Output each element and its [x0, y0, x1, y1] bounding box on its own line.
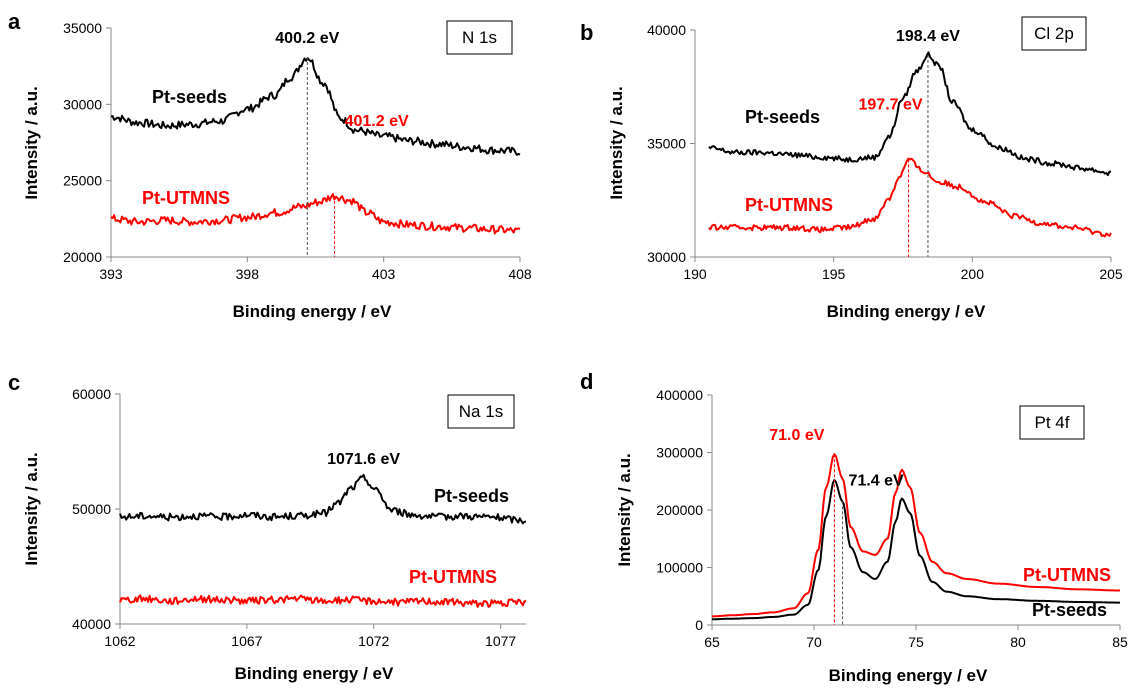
panel-a-peak-annotation: 401.2 eV	[345, 113, 409, 130]
panel-d-series-line	[712, 453, 1120, 618]
panel-a-peak-annotation: 400.2 eV	[275, 30, 339, 47]
panel-b-peak-annotation: 197.7 eV	[859, 96, 923, 113]
panel-d-ylabel: Intensity / a.u.	[615, 453, 634, 566]
panel-b-x-tick-label: 200	[961, 266, 985, 282]
panel-a-label-pt-seeds: Pt-seeds	[152, 87, 227, 107]
panel-a-series	[110, 57, 521, 235]
panel-b-element-box: Cl 2p	[1021, 16, 1087, 51]
panel-c-peak-annotation: 1071.6 eV	[327, 451, 400, 468]
panel-a-x-tick-label: 408	[508, 266, 532, 282]
panel-d-x-tick-label: 80	[1010, 634, 1026, 650]
panel-d-y-tick-label: 200000	[656, 502, 703, 518]
panel-d: d 65 70 75 80 85 0 100000 200000 300000 400000 71…	[580, 369, 1128, 685]
panel-c-y-tick-label: 60000	[72, 386, 111, 402]
panel-a-box-label: N 1s	[462, 28, 497, 47]
panel-d-peak-annotation: 71.0 eV	[769, 427, 824, 444]
panel-c-xlabel: Binding energy / eV	[235, 664, 394, 683]
panel-c-x-tick-label: 1077	[485, 633, 516, 649]
panel-d-y-tick-label: 300000	[656, 445, 703, 461]
panel-c-series	[119, 473, 527, 608]
panel-b-peak-annotation: 198.4 eV	[896, 28, 960, 45]
panel-b-series-line	[708, 157, 1112, 238]
panel-c-ylabel: Intensity / a.u.	[22, 452, 41, 565]
panel-c-x-tick-label: 1062	[104, 633, 135, 649]
panel-letter-d: d	[580, 369, 593, 394]
panel-d-peak-annotation: 71.4 eV	[849, 472, 904, 489]
panel-c-annotations: 1071.6 eV	[327, 451, 400, 468]
panel-c: c 1062 1067 1072 1077 40000 50000 60000 1071.6…	[8, 370, 527, 683]
panel-c-element-box: Na 1s	[447, 394, 515, 429]
panel-d-label-pt-seeds: Pt-seeds	[1032, 600, 1107, 620]
panel-b-x-tick-label: 190	[683, 266, 707, 282]
panel-letter-c: c	[8, 370, 20, 395]
panel-d-x-tick-label: 65	[704, 634, 720, 650]
panel-b-x-tick-label: 205	[1099, 266, 1123, 282]
panel-d-series	[711, 453, 1120, 621]
panel-d-x-tick-label: 75	[908, 634, 924, 650]
panel-d-tick-labels: 65 70 75 80 85 0 100000 200000 300000 400000	[656, 387, 1128, 650]
panel-a-y-tick-label: 25000	[63, 173, 102, 189]
panel-b-y-tick-label: 40000	[647, 22, 686, 38]
panel-a-y-tick-label: 30000	[63, 96, 102, 112]
panel-d-y-tick-label: 400000	[656, 387, 703, 403]
panel-a-series-line	[110, 193, 521, 235]
panel-a: a 393 398 403 408 20000 25000 30000 35000 400.2…	[8, 9, 532, 321]
panel-b-series-line	[708, 51, 1112, 177]
panel-a-x-tick-label: 398	[236, 266, 260, 282]
panel-b-tick-labels: 190 195 200 205 30000 35000 40000	[647, 22, 1123, 282]
panel-a-series-line	[110, 57, 521, 156]
panel-a-xlabel: Binding energy / eV	[233, 302, 392, 321]
panel-d-annotations: 71.0 eV 71.4 eV	[769, 427, 904, 625]
panel-b-label-pt-utmns: Pt-UTMNS	[745, 195, 833, 215]
panel-d-series-line	[711, 479, 1120, 621]
panel-b-xlabel: Binding energy / eV	[827, 302, 986, 321]
panel-a-axes	[106, 27, 521, 262]
panel-b-y-tick-label: 35000	[647, 136, 686, 152]
panel-a-tick-labels: 393 398 403 408 20000 25000 30000 35000	[63, 20, 532, 282]
panel-c-box-label: Na 1s	[459, 402, 503, 421]
panel-b-ylabel: Intensity / a.u.	[607, 86, 626, 199]
panel-a-ylabel: Intensity / a.u.	[22, 86, 41, 199]
panel-c-series-line	[119, 594, 527, 608]
panel-c-axes	[115, 393, 526, 629]
panel-letter-a: a	[8, 9, 21, 34]
panel-a-x-tick-label: 403	[372, 266, 396, 282]
panel-a-x-tick-label: 393	[99, 266, 123, 282]
panel-b-series	[708, 51, 1112, 238]
panel-d-box-label: Pt 4f	[1035, 413, 1070, 432]
panel-c-tick-labels: 1062 1067 1072 1077 40000 50000 60000	[72, 386, 516, 649]
panel-b-x-tick-label: 195	[822, 266, 846, 282]
panel-d-x-tick-label: 85	[1112, 634, 1128, 650]
panel-a-annotations: 400.2 eV 401.2 eV	[275, 30, 409, 257]
panel-d-label-pt-utmns: Pt-UTMNS	[1023, 565, 1111, 585]
panel-c-x-tick-label: 1067	[231, 633, 262, 649]
panel-b-y-tick-label: 30000	[647, 249, 686, 265]
panel-d-xlabel: Binding energy / eV	[829, 666, 988, 685]
panel-b-box-label: Cl 2p	[1034, 24, 1074, 43]
panel-a-element-box: N 1s	[446, 20, 513, 55]
panel-d-element-box: Pt 4f	[1019, 405, 1085, 440]
panel-c-y-tick-label: 40000	[72, 616, 111, 632]
panel-letter-b: b	[580, 20, 593, 45]
panel-a-y-tick-label: 35000	[63, 20, 102, 36]
panel-d-y-tick-label: 0	[695, 617, 703, 633]
panel-c-label-pt-seeds: Pt-seeds	[434, 486, 509, 506]
panel-d-x-tick-label: 70	[806, 634, 822, 650]
panel-d-axes	[707, 394, 1121, 630]
panel-d-y-tick-label: 100000	[656, 560, 703, 576]
panel-c-x-tick-label: 1072	[358, 633, 389, 649]
panel-b-label-pt-seeds: Pt-seeds	[745, 107, 820, 127]
panel-c-series-line	[119, 473, 527, 525]
panel-c-y-tick-label: 50000	[72, 501, 111, 517]
panel-c-label-pt-utmns: Pt-UTMNS	[409, 567, 497, 587]
panel-a-label-pt-utmns: Pt-UTMNS	[142, 188, 230, 208]
panel-b-axes	[690, 29, 1112, 262]
panel-a-y-tick-label: 20000	[63, 249, 102, 265]
panel-b-annotations: 198.4 eV 197.7 eV	[859, 28, 960, 257]
